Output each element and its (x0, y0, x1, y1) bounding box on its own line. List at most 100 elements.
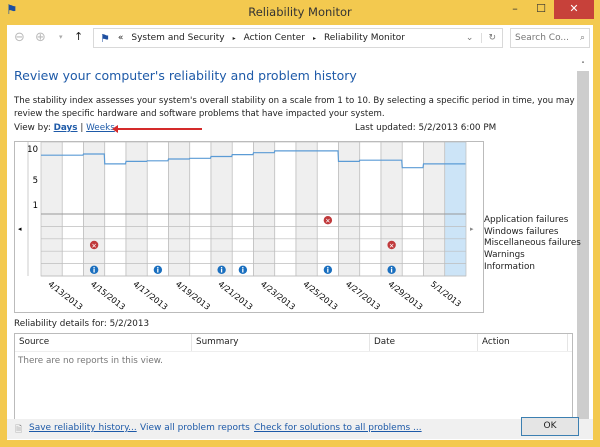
day-column-4/30/2013[interactable] (401, 141, 424, 277)
chart-svg[interactable]: 10 5 1 ✕ ✕ ✕ i i i i i i 4/13/2013 4/15/2013 4/17/2013… (15, 141, 483, 312)
info-icon-4/15/2013[interactable] (89, 265, 99, 274)
legend-windows-failures: Windows failures (484, 226, 559, 237)
day-column-4/21/2013[interactable] (210, 141, 233, 277)
close-button[interactable]: ✕ (554, 0, 594, 19)
info-icon-4/21/2013[interactable] (217, 265, 226, 274)
day-column-4/28/2013[interactable] (359, 141, 382, 277)
day-column-4/14/2013[interactable] (61, 141, 84, 277)
view-all-reports-link[interactable]: View all problem reports (140, 423, 250, 433)
search-input[interactable]: Search Co... ⌕ (510, 28, 590, 48)
view-by: View by: Days | Weeks (14, 123, 115, 133)
legend-warnings: Warnings (484, 250, 525, 261)
x-tick-4/21/2013: 4/21/2013 (216, 279, 254, 311)
scroll-right-arrow[interactable]: ▸ (470, 225, 474, 233)
info-glyph: i (93, 267, 95, 275)
breadcrumb-action-center[interactable]: Action Center (243, 33, 305, 43)
chevron-right-icon[interactable]: ▸ (312, 34, 316, 42)
day-column-4/27/2013[interactable] (338, 141, 361, 277)
day-column-4/16/2013[interactable] (104, 141, 127, 277)
minimize-button[interactable]: – (512, 2, 518, 15)
day-column-4/25/2013[interactable] (295, 141, 318, 277)
scroll-up-icon[interactable]: ˄ (577, 61, 589, 71)
column-summary[interactable]: Summary (192, 334, 370, 351)
ok-button[interactable]: OK (521, 417, 579, 436)
content-pane: ˄ Review your computer's reliability and… (7, 53, 593, 440)
vertical-scrollbar[interactable]: ˄ (577, 61, 589, 426)
reports-table: Source Summary Date Action There are no … (14, 333, 573, 423)
column-source[interactable]: Source (15, 334, 192, 351)
x-tick-4/19/2013: 4/19/2013 (174, 279, 212, 311)
chevron-right-icon[interactable]: ▸ (232, 34, 236, 42)
error-glyph: ✕ (325, 217, 330, 225)
title-bar: ⚑ Reliability Monitor – ☐ ✕ (0, 0, 600, 25)
day-column-4/22/2013[interactable] (231, 141, 254, 277)
breadcrumb-reliability-monitor[interactable]: Reliability Monitor (323, 33, 405, 43)
y-tick-10: 10 (27, 145, 38, 155)
day-column-4/20/2013[interactable] (189, 141, 212, 277)
footer-bar: 🗎 Save reliability history... View all p… (7, 419, 593, 439)
y-tick-1: 1 (33, 201, 38, 211)
stability-index-line (41, 150, 466, 169)
breadcrumb-overflow[interactable]: « (117, 33, 124, 43)
day-column-4/13/2013[interactable] (40, 141, 63, 277)
info-icon-4/29/2013[interactable] (387, 265, 396, 274)
red-arrow-annotation (112, 125, 202, 133)
day-column-4/26/2013[interactable] (316, 141, 339, 277)
view-days-link[interactable]: Days (53, 123, 78, 133)
x-tick-4/29/2013: 4/29/2013 (386, 279, 424, 311)
error-glyph: ✕ (91, 242, 96, 250)
error-glyph: ✕ (389, 242, 394, 250)
day-column-5/2/2013[interactable] (444, 141, 467, 277)
flag-icon: ⚑ (6, 3, 18, 18)
column-date[interactable]: Date (370, 334, 478, 351)
x-tick-4/13/2013: 4/13/2013 (46, 279, 84, 311)
day-column-4/23/2013[interactable] (253, 141, 276, 277)
window-title: Reliability Monitor (248, 5, 352, 19)
info-glyph: i (220, 267, 222, 275)
flag-icon: ⚑ (100, 31, 110, 45)
legend-application-failures: Application failures (484, 215, 569, 225)
maximize-button[interactable]: ☐ (536, 2, 546, 15)
event-legend: Application failures Windows failures Mi… (484, 215, 581, 274)
recent-dropdown-icon[interactable]: ▾ (59, 33, 63, 41)
info-icon-4/22/2013[interactable] (238, 265, 248, 274)
day-column-4/18/2013[interactable] (146, 141, 169, 277)
document-icon: 🗎 (15, 425, 23, 435)
error-icon-4/26/2013[interactable] (323, 216, 333, 225)
info-icon-4/18/2013[interactable] (153, 265, 163, 274)
address-bar[interactable]: ⚑ « System and Security ▸ Action Center ▸ … (93, 28, 503, 48)
back-button[interactable]: ⊖ (14, 30, 25, 45)
refresh-icon[interactable]: ↻ (481, 33, 502, 43)
up-button[interactable]: ↑ (74, 30, 84, 43)
info-glyph: i (390, 267, 392, 275)
chevron-down-icon[interactable]: ⌄ (465, 33, 474, 43)
error-icon-4/15/2013[interactable] (89, 240, 99, 250)
day-column-4/29/2013[interactable] (380, 141, 403, 277)
day-column-4/24/2013[interactable] (274, 141, 297, 277)
error-icon-4/29/2013[interactable] (387, 240, 396, 250)
column-action[interactable]: Action (478, 334, 568, 351)
day-column-4/17/2013[interactable] (125, 141, 148, 277)
view-by-label: View by: (14, 123, 51, 133)
check-solutions-link[interactable]: Check for solutions to all problems ... (254, 423, 422, 433)
day-column-4/19/2013[interactable] (168, 141, 191, 277)
separator: | (80, 123, 84, 133)
navigation-bar: ⊖ ⊕ ▾ ↑ ⚑ « System and Security ▸ Action … (7, 25, 593, 53)
forward-button[interactable]: ⊕ (35, 30, 46, 45)
reliability-chart[interactable]: 10 5 1 ✕ ✕ ✕ i i i i i i 4/13/2013 4/15/2013 4/17/2013… (14, 141, 484, 313)
search-icon: ⌕ (579, 33, 585, 43)
day-column-5/1/2013[interactable] (423, 141, 446, 277)
day-column-4/15/2013[interactable] (83, 141, 106, 277)
table-header: Source Summary Date Action (15, 334, 572, 352)
x-tick-4/15/2013: 4/15/2013 (89, 279, 127, 311)
info-glyph: i (157, 267, 159, 275)
view-weeks-link[interactable]: Weeks (86, 123, 115, 133)
x-tick-4/17/2013: 4/17/2013 (131, 279, 169, 311)
save-history-link[interactable]: Save reliability history... (29, 423, 137, 433)
info-icon-4/26/2013[interactable] (323, 265, 333, 274)
empty-message: There are no reports in this view. (18, 356, 163, 366)
scroll-left-arrow[interactable]: ◂ (18, 225, 22, 233)
breadcrumb-system-security[interactable]: System and Security (131, 33, 225, 43)
x-tick-4/25/2013: 4/25/2013 (301, 279, 339, 311)
description: The stability index assesses your system… (14, 96, 575, 119)
